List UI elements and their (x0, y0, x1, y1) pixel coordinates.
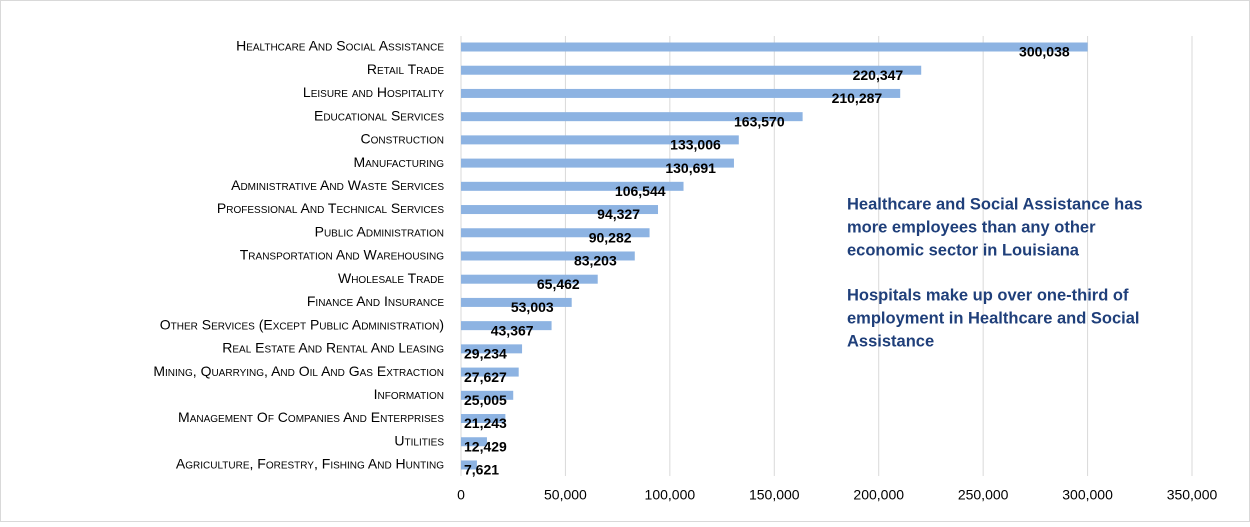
bar (461, 181, 684, 191)
x-tick-label: 0 (457, 487, 465, 503)
category-label: Finance And Insurance (307, 293, 444, 309)
value-label: 106,544 (615, 183, 666, 199)
bar (461, 205, 659, 215)
bar (461, 112, 803, 122)
category-label: Other Services (Except Public Administra… (160, 316, 444, 332)
bar (461, 251, 635, 261)
bar (461, 344, 523, 354)
category-label: Manufacturing (353, 154, 444, 170)
value-label: 43,367 (491, 322, 534, 338)
annotation: more employees than any other (847, 218, 1096, 236)
value-label: 21,243 (464, 415, 507, 431)
category-label: Retail Trade (367, 61, 444, 77)
value-label: 210,287 (832, 90, 883, 106)
category-label: Management Of Companies And Enterprises (178, 409, 444, 425)
category-label: Healthcare And Social Assistance (236, 38, 444, 54)
bar (461, 274, 598, 284)
category-label: Leisure and Hospitality (303, 84, 444, 100)
annotation: Hospitals make up over one-third of (847, 286, 1129, 304)
bar (461, 414, 506, 424)
bar (461, 158, 734, 168)
category-label: Educational Services (314, 107, 444, 123)
bar (461, 321, 552, 331)
annotation: employment in Healthcare and Social (847, 309, 1140, 327)
bar (461, 135, 739, 145)
value-label: 65,462 (537, 276, 580, 292)
value-label: 300,038 (1019, 44, 1070, 60)
category-label: Wholesale Trade (338, 270, 444, 286)
category-label: Utilities (394, 432, 444, 448)
value-label: 27,627 (464, 369, 507, 385)
annotation: economic sector in Louisiana (847, 241, 1080, 259)
bar (461, 460, 477, 470)
category-label: Administrative And Waste Services (231, 177, 444, 193)
annotation: Assistance (847, 332, 934, 350)
value-label: 220,347 (853, 67, 904, 83)
category-label: Construction (361, 131, 444, 147)
bar (461, 390, 514, 400)
value-label: 90,282 (589, 229, 632, 245)
value-label: 12,429 (464, 438, 507, 454)
category-label: Transportation And Warehousing (240, 247, 444, 263)
category-label: Information (374, 386, 444, 402)
category-label: Agriculture, Forestry, Fishing And Hunti… (176, 456, 444, 472)
x-tick-label: 350,000 (1167, 487, 1218, 503)
x-tick-label: 250,000 (958, 487, 1009, 503)
value-label: 25,005 (464, 392, 507, 408)
value-label: 7,621 (464, 462, 499, 478)
x-tick-label: 100,000 (645, 487, 696, 503)
x-tick-label: 200,000 (853, 487, 904, 503)
value-label: 29,234 (464, 346, 507, 362)
bar (461, 65, 922, 75)
x-tick-label: 300,000 (1062, 487, 1113, 503)
bar (461, 228, 650, 238)
x-tick-label: 50,000 (544, 487, 587, 503)
annotation: Healthcare and Social Assistance has (847, 195, 1143, 213)
bar (461, 88, 901, 98)
value-label: 133,006 (670, 137, 721, 153)
x-tick-label: 150,000 (749, 487, 800, 503)
value-label: 130,691 (665, 160, 716, 176)
value-label: 53,003 (511, 299, 554, 315)
bar (461, 297, 572, 307)
category-label: Professional And Technical Services (217, 200, 444, 216)
bar (461, 437, 487, 447)
category-label: Real Estate And Rental And Leasing (222, 340, 444, 356)
bar (461, 42, 1088, 52)
value-label: 94,327 (597, 206, 640, 222)
category-label: Mining, Quarrying, And Oil And Gas Extra… (153, 363, 444, 379)
value-label: 83,203 (574, 253, 617, 269)
value-label: 163,570 (734, 113, 785, 129)
bar (461, 367, 519, 377)
category-label: Public Administration (315, 223, 444, 239)
